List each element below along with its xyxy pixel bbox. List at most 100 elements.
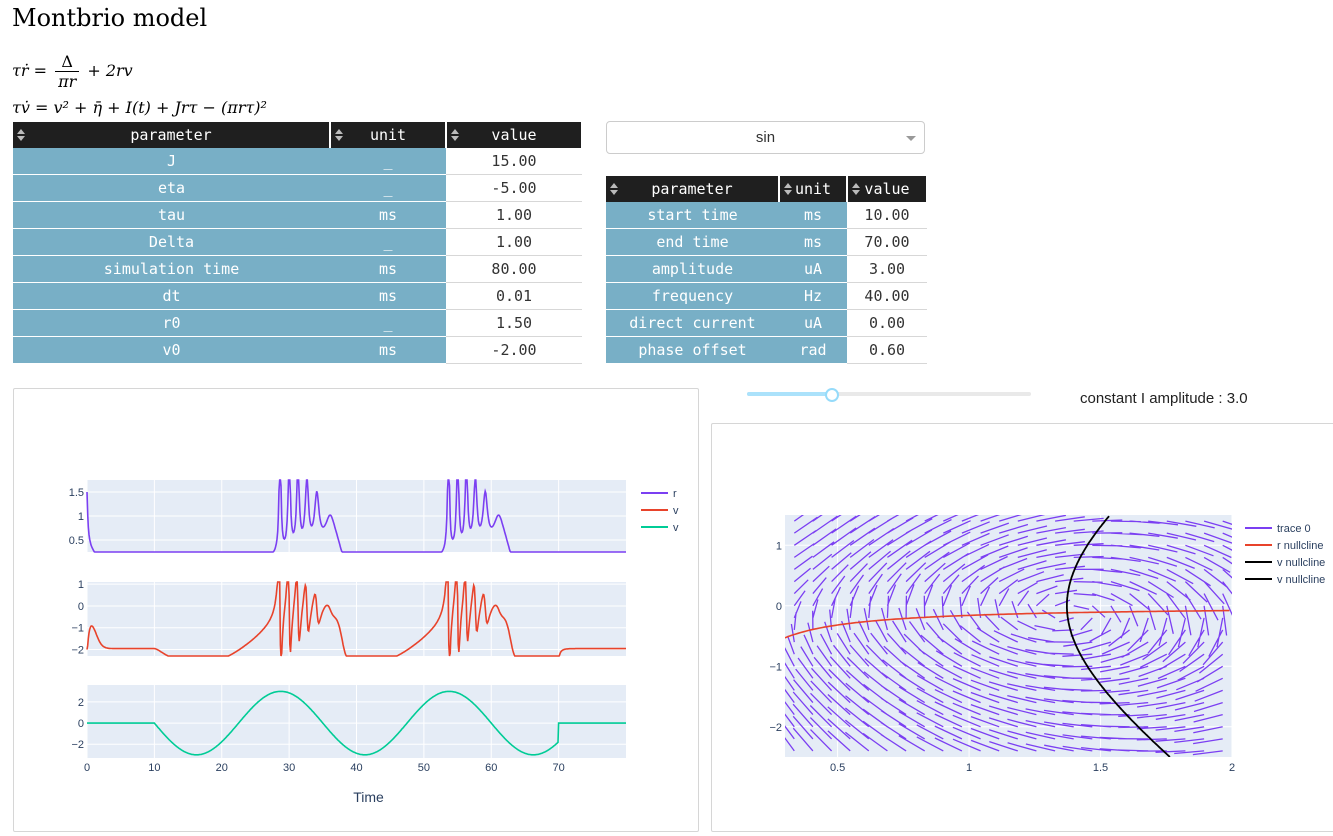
param-value-cell[interactable]: -5.00 [446,174,582,202]
column-header-parameter[interactable]: parameter [606,176,780,202]
param-unit-cell: _ [330,228,446,256]
slider-track-fill [747,392,833,396]
table-row: eta _ -5.00 [13,174,582,202]
table-row: start time ms 10.00 [606,202,927,229]
legend-label: r nullcline [1277,540,1323,552]
v-nullcline [1065,515,1171,757]
param-value-cell[interactable]: 1.00 [446,201,582,229]
legend-label: v [673,505,679,517]
chevron-down-icon [906,136,916,141]
input-type-dropdown[interactable]: sin [606,121,925,154]
y-tick-label: 0 [776,601,782,613]
x-tick-label: 1.5 [1093,762,1108,774]
param-name-cell: dt [13,282,330,310]
column-header-unit[interactable]: unit [330,122,447,148]
sort-icon[interactable] [17,128,25,142]
column-header-value[interactable]: value [446,122,583,148]
param-name-cell: direct current [606,309,779,337]
column-header-parameter[interactable]: parameter [13,122,331,148]
param-name-cell: start time [606,202,779,229]
column-header-label: value [491,126,537,144]
param-value-cell[interactable]: 15.00 [446,148,582,175]
y-tick-label: 0.5 [69,535,84,547]
amplitude-slider[interactable] [747,388,1031,402]
table-row: end time ms 70.00 [606,228,927,256]
param-name-cell: simulation time [13,255,330,283]
y-tick-label: 1.5 [69,487,84,499]
plot-area [785,515,1232,757]
phase-plane-traces [785,515,1232,757]
param-name-cell: J [13,148,330,175]
equation-v: τv̇ = v² + η̄ + I(t) + Jrτ − (πrτ)² [12,98,267,117]
param-unit-cell: _ [330,148,446,175]
param-value-cell[interactable]: 10.00 [847,202,927,229]
phase-plane-chart[interactable]: 0.5 1 1.5 2 −2 −1 0 1 trace 0 r nullcline v nullcl… [712,424,1333,831]
x-tick-label: 1 [966,762,972,774]
table-row: r0 _ 1.50 [13,309,582,337]
y-tick-label: −1 [71,623,84,635]
param-value-cell[interactable]: 1.00 [446,228,582,256]
phase-plane-panel: 0.5 1 1.5 2 −2 −1 0 1 trace 0 r nullcline v nullcl… [711,423,1333,832]
table-row: phase offset rad 0.60 [606,336,927,364]
slider-handle[interactable] [825,388,840,402]
slider-label: constant I amplitude : 3.0 [1080,390,1248,407]
series-line-v [86,581,626,657]
sort-icon[interactable] [335,128,343,142]
param-unit-cell: ms [330,201,446,229]
sort-icon[interactable] [852,182,860,196]
y-tick-label: 0 [78,601,84,613]
param-value-cell[interactable]: 3.00 [847,255,927,283]
legend-label: r [673,488,677,500]
model-parameter-table: parameter unit value J _ 15.00 eta _ -5.00 tau ms… [13,122,583,364]
table-row: v0 ms -2.00 [13,336,582,364]
legend-label: trace 0 [1277,523,1311,535]
sort-icon[interactable] [610,182,618,196]
dropdown-selected-value: sin [755,129,776,146]
input-parameter-table: parameter unit value start time ms 10.00 end … [606,176,928,364]
param-unit-cell: uA [779,309,847,337]
y-tick-label: −2 [71,739,84,751]
param-name-cell: Delta [13,228,330,256]
column-header-value[interactable]: value [847,176,928,202]
param-name-cell: phase offset [606,336,779,364]
legend-label: v nullcline [1277,574,1325,586]
param-value-cell[interactable]: 1.50 [446,309,582,337]
y-tick-label: 1 [776,540,782,552]
y-tick-label: 1 [78,511,84,523]
param-value-cell[interactable]: 0.00 [847,309,927,337]
param-value-cell[interactable]: 80.00 [446,255,582,283]
param-name-cell: frequency [606,282,779,310]
param-value-cell[interactable]: 40.00 [847,282,927,310]
x-tick-label: 10 [148,762,160,774]
sort-icon[interactable] [784,182,792,196]
x-axis-label: Time [353,789,384,805]
param-value-cell[interactable]: 70.00 [847,228,927,256]
r-nullcline [785,609,1230,639]
param-unit-cell: _ [330,174,446,202]
slider-rail [747,392,1031,396]
table-row: J _ 15.00 [13,148,582,175]
column-header-label: parameter [130,126,212,144]
y-tick-label: −2 [769,722,782,734]
sort-icon[interactable] [451,128,459,142]
param-unit-cell: _ [330,309,446,337]
series-line-I [87,690,626,756]
param-value-cell[interactable]: -2.00 [446,336,582,364]
param-name-cell: end time [606,228,779,256]
param-value-cell[interactable]: 0.01 [446,282,582,310]
param-name-cell: eta [13,174,330,202]
table-row: simulation time ms 80.00 [13,255,582,283]
param-unit-cell: ms [779,202,847,229]
page-title: Montbrio model [12,4,208,32]
column-header-label: unit [794,180,832,198]
y-tick-label: 1 [78,579,84,591]
column-header-unit[interactable]: unit [779,176,848,202]
param-unit-cell: rad [779,336,847,364]
table-row: Delta _ 1.00 [13,228,582,256]
param-unit-cell: uA [779,255,847,283]
x-tick-label: 60 [485,762,497,774]
param-value-cell[interactable]: 0.60 [847,336,927,364]
param-unit-cell: ms [330,282,446,310]
legend-label: v [673,522,679,534]
